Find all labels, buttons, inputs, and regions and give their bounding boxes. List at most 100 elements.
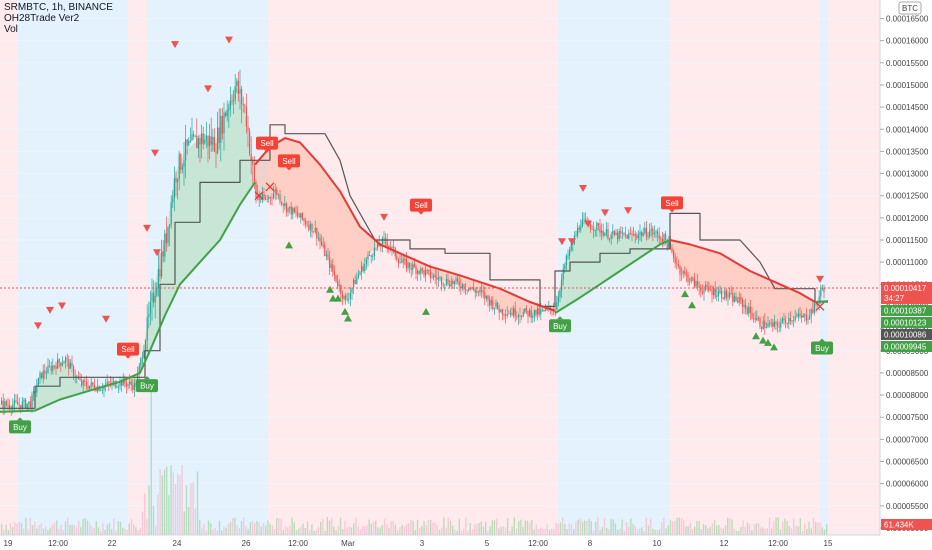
candle-body: [788, 317, 790, 324]
candle-body: [84, 380, 86, 383]
sell-triangle: [34, 322, 42, 330]
candle-body: [292, 207, 294, 215]
candle-body: [738, 296, 740, 303]
buy-triangle: [770, 343, 778, 351]
volume-bar: [331, 518, 333, 535]
volume-bar: [775, 517, 777, 535]
candle-body: [225, 112, 227, 117]
candle-body: [55, 366, 57, 369]
volume-bar: [333, 526, 335, 535]
volume-bar: [568, 523, 570, 535]
candle-body: [353, 279, 355, 289]
volume-bar: [346, 527, 348, 535]
volume-bar: [221, 530, 223, 535]
sell-triangle: [46, 306, 54, 314]
candle-body: [108, 382, 110, 384]
sell-triangle: [58, 302, 66, 310]
volume-bar: [225, 527, 227, 535]
volume-bar: [185, 485, 188, 535]
volume-bar: [667, 525, 669, 535]
candle-body: [623, 232, 625, 235]
candle-body: [725, 290, 727, 298]
candle-body: [721, 290, 723, 298]
volume-bar: [78, 520, 80, 535]
volume-bar: [425, 525, 427, 535]
candle-body: [799, 313, 801, 316]
volume-bar: [804, 523, 806, 535]
candle-body: [484, 292, 486, 299]
volume-bar: [700, 529, 702, 535]
candle-body: [44, 370, 46, 374]
volume-bar: [172, 472, 174, 535]
candle-body: [113, 381, 115, 383]
volume-bars: [1, 380, 828, 535]
volume-label: Vol: [4, 24, 18, 35]
candle-body: [130, 381, 132, 386]
volume-bar: [106, 524, 108, 535]
candle-body: [95, 389, 97, 392]
candle-body: [220, 115, 222, 144]
volume-bar: [815, 522, 817, 535]
volume-bar: [493, 520, 496, 535]
volume-bar: [104, 529, 106, 535]
volume-bar: [414, 529, 416, 535]
volume-bar: [808, 521, 810, 535]
candle-body: [314, 228, 316, 232]
candle-body: [361, 266, 363, 273]
candle-body: [329, 256, 331, 268]
candle-body: [265, 198, 267, 200]
background-band: [828, 0, 880, 535]
volume-bar: [570, 524, 573, 535]
volume-bar: [577, 519, 579, 535]
volume-bar: [727, 517, 729, 535]
sell-label-text: Sell: [282, 157, 296, 166]
candle-body: [319, 237, 321, 242]
candle-body: [522, 312, 524, 317]
time-tick-label: 24: [173, 539, 182, 548]
candle-body: [693, 277, 695, 287]
sell-triangle: [153, 249, 161, 257]
volume-bar: [254, 522, 256, 535]
volume-bar: [291, 517, 293, 535]
candle-body: [346, 299, 348, 301]
volume-bar: [678, 517, 680, 535]
candle-body: [516, 316, 518, 318]
volume-bar: [584, 520, 586, 535]
volume-bar: [740, 526, 742, 535]
buy-label-text: Buy: [553, 322, 567, 331]
candle-body: [821, 288, 823, 290]
candle-body: [794, 317, 796, 321]
volume-bar: [322, 518, 324, 535]
candle-body: [90, 382, 92, 386]
indicator-lines: [0, 124, 829, 413]
candle-body: [149, 301, 151, 315]
volume-bar: [513, 517, 515, 535]
volume-bar: [223, 527, 225, 535]
volume-bar: [82, 518, 84, 535]
volume-bar: [7, 529, 9, 535]
candle-body: [521, 316, 523, 318]
candle-body: [92, 382, 94, 386]
candle-body: [117, 386, 119, 388]
candle-body: [671, 247, 673, 252]
volume-bar: [117, 521, 119, 535]
candle-body: [244, 105, 246, 107]
time-axis[interactable]: 19 12:00 22 24 26 12:00 Mar 3 5 12:00 8 10 12 12:00 15: [0, 534, 932, 550]
volume-bar: [69, 524, 71, 535]
candle-body: [772, 322, 774, 327]
candle-body: [681, 273, 683, 275]
buy-triangle: [422, 307, 430, 315]
candle-body: [445, 279, 447, 285]
price-tick-label: 0.00006000: [886, 480, 929, 489]
volume-bar: [614, 523, 617, 535]
volume-bar: [267, 520, 269, 535]
volume-bar: [639, 528, 641, 535]
background-band: [18, 0, 128, 535]
buy-label-pointer: [17, 417, 23, 421]
candle-body: [250, 153, 252, 161]
candle-body: [359, 272, 361, 275]
price-axis[interactable]: 0.00016500 0.00016000 0.00015500 0.00015000…: [879, 0, 932, 550]
candle-body: [201, 133, 203, 145]
candle-body: [308, 225, 310, 230]
